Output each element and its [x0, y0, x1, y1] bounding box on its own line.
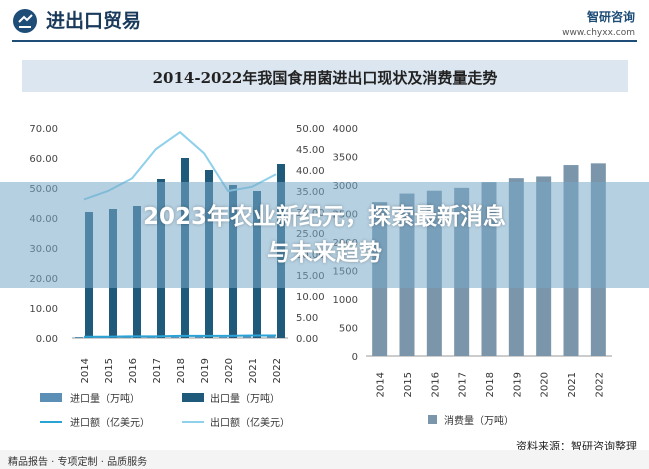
- chart-title: 2014-2022年我国食用菌进出口现状及消费量走势: [152, 69, 498, 87]
- brand-url: www.chyxx.com: [562, 28, 635, 38]
- right-axis-tick: 45.00: [296, 145, 325, 156]
- legend-consumption-swatch: [428, 415, 437, 424]
- chart2-x-tick: 2014: [376, 372, 387, 397]
- chart1-x-tick: 2016: [128, 358, 139, 383]
- legend-consumption: 消费量（万吨）: [444, 414, 514, 427]
- chart1-x-tick: 2020: [224, 358, 235, 383]
- import-volume-bar: [219, 336, 227, 338]
- footer-tagline: 精品报告 · 专项定制 · 品质服务: [8, 457, 148, 468]
- legend-import-value: 进口额（亿美元）: [70, 416, 150, 429]
- chart2-x-tick: 2015: [403, 372, 414, 397]
- headline-line-1: 2023年农业新纪元，探索最新消息: [142, 204, 506, 230]
- import-volume-bar: [75, 337, 83, 338]
- header-divider: [12, 40, 637, 42]
- chart1-x-tick: 2021: [248, 358, 259, 383]
- right-axis-tick: 40.00: [296, 166, 325, 177]
- right-axis-tick: 50.00: [296, 124, 325, 135]
- chart2-x-tick: 2022: [594, 372, 605, 397]
- page-title: 进出口贸易: [46, 10, 142, 32]
- footer-bar: 精品报告 · 专项定制 · 品质服务: [0, 450, 649, 469]
- header-bar: 进出口贸易 智研咨询 www.chyxx.com: [0, 0, 649, 44]
- chart2-x-tick: 2018: [485, 372, 496, 397]
- import-volume-bar: [243, 336, 251, 338]
- import-volume-bar: [123, 337, 131, 338]
- trade-icon: [13, 9, 37, 33]
- consumption-axis-tick: 4000: [333, 124, 358, 135]
- chart1-x-tick: 2022: [272, 358, 283, 383]
- chart1-x-tick: 2015: [104, 358, 115, 383]
- headline-line-2: 与未来趋势: [267, 240, 382, 266]
- legend-export-value: 出口额（亿美元）: [210, 416, 290, 429]
- chart2-x-tick: 2016: [430, 372, 441, 397]
- left-axis-tick: 70.00: [29, 124, 58, 135]
- left-axis-tick: 0.00: [36, 334, 58, 345]
- source-note: 资料来源：智研咨询整理: [516, 440, 637, 453]
- chart2-x-tick: 2019: [512, 372, 523, 397]
- right-axis-tick: 0.00: [296, 334, 318, 345]
- chart-title-box: 2014-2022年我国食用菌进出口现状及消费量走势: [22, 60, 628, 92]
- right-axis-tick: 5.00: [296, 313, 318, 324]
- chart1-x-tick: 2014: [80, 358, 91, 383]
- legend-export-volume: 出口量（万吨）: [210, 392, 280, 405]
- consumption-axis-tick: 3500: [333, 153, 358, 164]
- legend-export-volume-swatch: [182, 393, 204, 402]
- chart1-x-tick: 2019: [200, 358, 211, 383]
- consumption-axis-tick: 1000: [333, 295, 358, 306]
- import-value-line: [84, 334, 276, 338]
- legend-import-volume-swatch: [40, 393, 62, 402]
- import-volume-bar: [147, 336, 155, 338]
- chart2-x-tick: 2020: [540, 372, 551, 397]
- consumption-axis-tick: 500: [339, 324, 358, 335]
- chart1-x-tick: 2018: [176, 358, 187, 383]
- import-volume-bar: [267, 336, 275, 338]
- chart2-x-tick: 2021: [567, 372, 578, 397]
- import-volume-bar: [195, 336, 203, 338]
- chart1-x-tick: 2017: [152, 358, 163, 383]
- chart2-x-tick: 2017: [458, 372, 469, 397]
- left-axis-tick: 60.00: [29, 154, 58, 165]
- legend-import-volume: 进口量（万吨）: [70, 392, 140, 405]
- left-axis-tick: 10.00: [29, 304, 58, 315]
- headline-overlay: 2023年农业新纪元，探索最新消息 与未来趋势: [0, 182, 649, 288]
- consumption-axis-tick: 0: [352, 352, 358, 363]
- import-volume-bar: [171, 336, 179, 338]
- brand-logo: 智研咨询: [586, 10, 635, 24]
- right-axis-tick: 10.00: [296, 292, 325, 303]
